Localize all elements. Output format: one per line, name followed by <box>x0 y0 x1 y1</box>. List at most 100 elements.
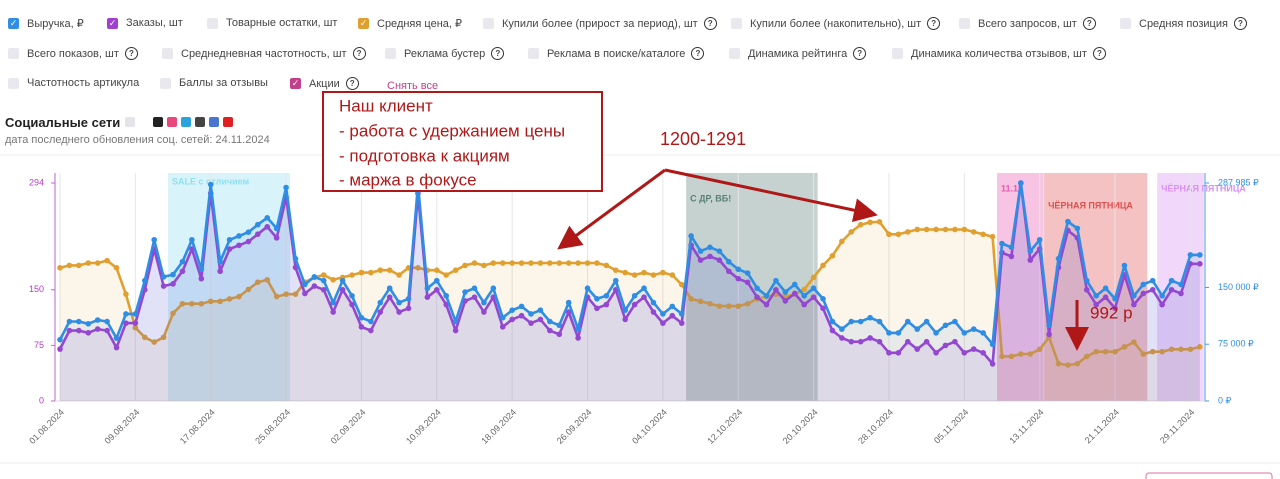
point <box>113 265 120 271</box>
filter[interactable]: Среднедневная частотность, шт? <box>162 47 366 60</box>
point <box>697 248 704 254</box>
point <box>773 286 779 293</box>
point <box>1168 346 1175 353</box>
x-tick-label: 17.08.2024 <box>178 407 217 446</box>
filter[interactable]: Динамика рейтинга? <box>729 47 867 60</box>
y-tick-label: 75 <box>34 340 44 350</box>
point <box>1140 281 1147 288</box>
point <box>839 238 845 245</box>
checkbox[interactable]: ✓ <box>107 17 118 29</box>
point <box>641 285 647 292</box>
checkbox[interactable]: ✓ <box>8 18 19 29</box>
checkbox[interactable]: ✓ <box>290 78 301 89</box>
arrow <box>557 168 666 250</box>
point <box>349 272 355 278</box>
point <box>857 338 864 345</box>
checkbox[interactable] <box>207 17 218 29</box>
point <box>160 274 167 280</box>
point <box>292 291 299 297</box>
point <box>886 231 892 238</box>
filter-label: Средняя цена, ₽ <box>377 18 462 30</box>
help-icon[interactable]: ? <box>491 47 505 60</box>
point <box>942 226 949 233</box>
point <box>368 327 374 334</box>
filter[interactable]: Всего запросов, шт? <box>959 17 1096 30</box>
help-icon[interactable]: ? <box>124 47 138 60</box>
filter[interactable]: Реклама бустер? <box>385 47 505 60</box>
point <box>726 303 732 309</box>
point <box>1187 252 1194 258</box>
point <box>452 318 459 325</box>
checkbox[interactable]: ✓ <box>358 18 369 29</box>
filter[interactable]: Динамика количества отзывов, шт? <box>892 47 1106 60</box>
help-icon[interactable]: ? <box>691 47 705 60</box>
clear-all[interactable]: Снять все <box>387 80 439 92</box>
point <box>471 260 478 266</box>
help-icon[interactable]: ? <box>1233 17 1247 30</box>
checkbox[interactable] <box>385 48 396 59</box>
help-icon[interactable]: ? <box>345 77 359 90</box>
checkbox[interactable] <box>1120 18 1131 29</box>
help-icon[interactable]: ? <box>927 17 941 30</box>
checkbox[interactable] <box>162 48 173 59</box>
checkbox[interactable] <box>959 18 970 29</box>
point <box>961 350 968 356</box>
point <box>1187 346 1194 353</box>
point <box>970 326 977 332</box>
point <box>782 289 789 295</box>
point <box>481 262 487 269</box>
point <box>650 299 657 306</box>
help-icon[interactable]: ? <box>703 17 717 30</box>
point <box>1168 277 1175 284</box>
filter[interactable]: ✓ Средняя цена, ₽ <box>358 17 462 30</box>
point <box>405 296 412 302</box>
checkbox[interactable] <box>8 48 19 59</box>
filter[interactable]: Купили более (прирост за период), шт? <box>483 17 717 30</box>
button[interactable] <box>1145 472 1273 479</box>
filter[interactable]: Частотность артикула <box>8 77 139 89</box>
promotion-band <box>168 173 291 401</box>
point <box>1027 257 1034 263</box>
checkbox[interactable] <box>160 77 171 89</box>
help-icon[interactable]: ? <box>1082 17 1096 30</box>
checkbox[interactable] <box>528 48 539 59</box>
point <box>170 310 176 317</box>
help-icon[interactable]: ? <box>1092 47 1106 60</box>
filter[interactable]: Средняя позиция? <box>1120 17 1247 30</box>
point <box>339 286 346 293</box>
point <box>735 266 742 273</box>
point <box>255 279 261 285</box>
checkbox[interactable] <box>731 18 742 29</box>
point <box>1083 286 1090 293</box>
filter[interactable]: Реклама в поиске/каталоге? <box>528 47 705 60</box>
filter[interactable]: Всего показов, шт? <box>8 47 138 60</box>
point <box>528 260 534 266</box>
point <box>961 330 968 336</box>
point <box>499 314 506 321</box>
filter[interactable]: Баллы за отзывы <box>160 77 268 89</box>
point <box>396 272 402 278</box>
filter[interactable]: Купили более (накопительно), шт? <box>731 17 941 30</box>
help-icon[interactable]: ? <box>853 47 867 60</box>
point <box>820 262 826 269</box>
point <box>829 318 836 325</box>
point <box>255 221 261 228</box>
filter[interactable]: Товарные остатки, шт <box>207 17 337 29</box>
filter[interactable]: ✓ Выручка, ₽ <box>8 17 84 30</box>
point <box>886 330 892 336</box>
checkbox[interactable] <box>483 18 494 29</box>
help-icon[interactable]: ? <box>352 47 366 60</box>
point <box>236 293 242 300</box>
checkbox[interactable] <box>8 77 19 89</box>
point <box>198 275 205 282</box>
point <box>1149 286 1156 293</box>
y2-tick-label: 287 985 ₽ <box>1218 177 1259 187</box>
checkbox[interactable] <box>729 48 740 59</box>
filter-label: Купили более (накопительно), шт <box>750 17 922 30</box>
checkbox[interactable] <box>892 48 903 59</box>
point <box>434 277 440 284</box>
point <box>867 314 873 321</box>
filter[interactable]: ✓ Акции? <box>290 77 359 90</box>
filter[interactable]: ✓ Заказы, шт <box>107 17 183 29</box>
